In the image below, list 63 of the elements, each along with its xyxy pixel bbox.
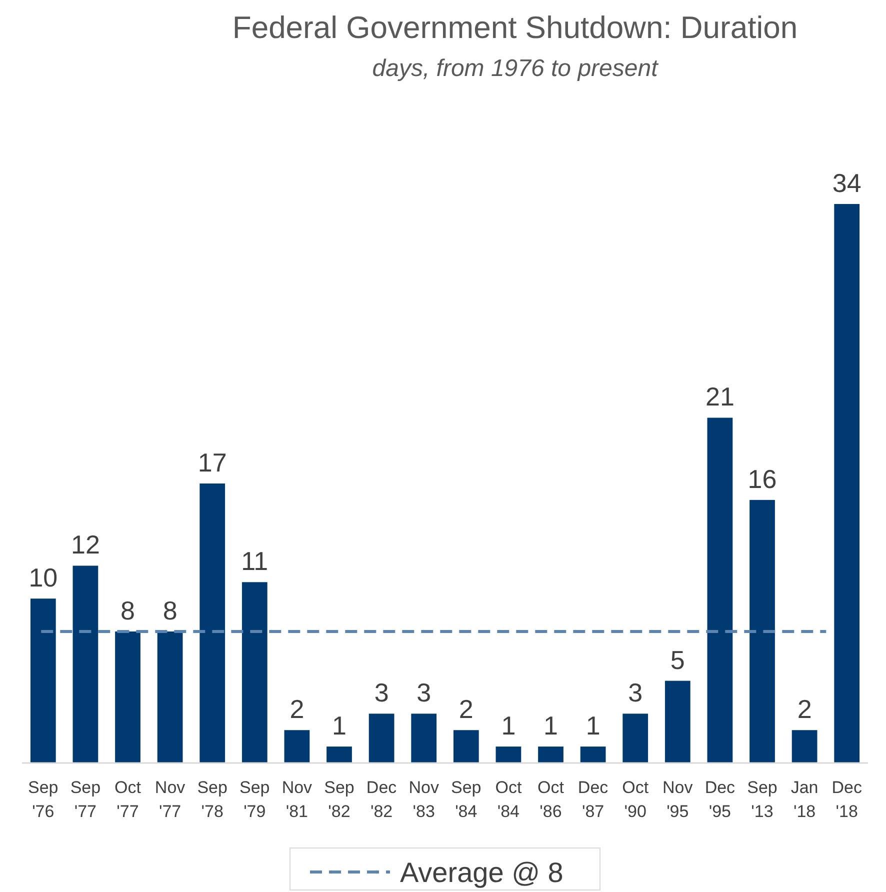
- data-label: 1: [586, 710, 600, 741]
- chart-subtitle: days, from 1976 to present: [372, 55, 660, 82]
- bar: [453, 730, 479, 763]
- bar: [326, 746, 352, 763]
- x-tick-label: Sep '82: [324, 778, 354, 821]
- data-label: 2: [458, 694, 474, 724]
- bar: [580, 746, 606, 763]
- x-tick-label: Sep '13: [747, 778, 778, 821]
- x-tick-label: Sep '76: [28, 778, 58, 821]
- x-tick-label: Oct '77: [114, 778, 142, 821]
- legend-label: Average @ 8: [400, 857, 564, 888]
- bar: [622, 714, 648, 763]
- data-label: 17: [198, 448, 227, 478]
- bar: [707, 418, 733, 763]
- data-label: 34: [832, 168, 862, 198]
- x-tick-label: Nov '95: [662, 778, 694, 821]
- data-label: 1: [501, 710, 516, 741]
- bar: [664, 680, 690, 763]
- data-label: 1: [332, 710, 346, 741]
- bar: [538, 746, 564, 763]
- data-label: 21: [705, 382, 734, 412]
- data-label: 8: [162, 595, 178, 626]
- x-tick-label: Oct '90: [622, 778, 649, 821]
- bar: [411, 714, 437, 763]
- data-label: 8: [120, 595, 135, 626]
- x-tick-label: Sep '77: [70, 778, 101, 821]
- x-tick-label: Nov '81: [282, 778, 313, 821]
- x-tick-label: Nov '77: [154, 778, 186, 821]
- data-label: 11: [241, 546, 268, 576]
- data-label: 12: [70, 530, 100, 560]
- data-label: 2: [797, 694, 812, 724]
- data-label: 3: [628, 678, 643, 708]
- bar: [496, 746, 522, 763]
- data-label: 1: [544, 710, 558, 741]
- data-label: 10: [28, 562, 58, 593]
- x-tick-label: Nov '83: [408, 778, 440, 821]
- bar: [792, 730, 818, 763]
- x-tick-label: Jan '18: [790, 778, 818, 821]
- bar: [242, 582, 268, 763]
- bar: [834, 204, 860, 763]
- x-tick-label: Oct '84: [495, 778, 522, 821]
- x-tick-label: Dec '87: [578, 778, 609, 821]
- x-tick-label: Dec '18: [832, 778, 862, 821]
- chart-title: Federal Government Shutdown: Duration: [232, 10, 798, 45]
- data-label: 16: [748, 464, 777, 494]
- x-tick-label: Oct '86: [538, 778, 564, 821]
- bar: [200, 484, 226, 763]
- x-tick-label: Dec '82: [366, 778, 398, 821]
- data-label: 2: [290, 694, 304, 724]
- x-tick-label: Sep '79: [240, 778, 270, 821]
- data-label: 5: [670, 644, 685, 675]
- bar: [284, 730, 310, 763]
- data-label: 3: [416, 678, 432, 708]
- bar: [157, 631, 183, 763]
- x-tick-label: Sep '84: [451, 778, 482, 821]
- bar: [368, 714, 394, 763]
- bar: [30, 598, 56, 763]
- bar: [72, 566, 98, 763]
- bar: [750, 500, 775, 763]
- bar: [115, 631, 140, 763]
- x-tick-label: Dec '95: [704, 778, 736, 821]
- x-tick-label: Sep '78: [197, 778, 228, 821]
- data-label: 3: [374, 678, 389, 708]
